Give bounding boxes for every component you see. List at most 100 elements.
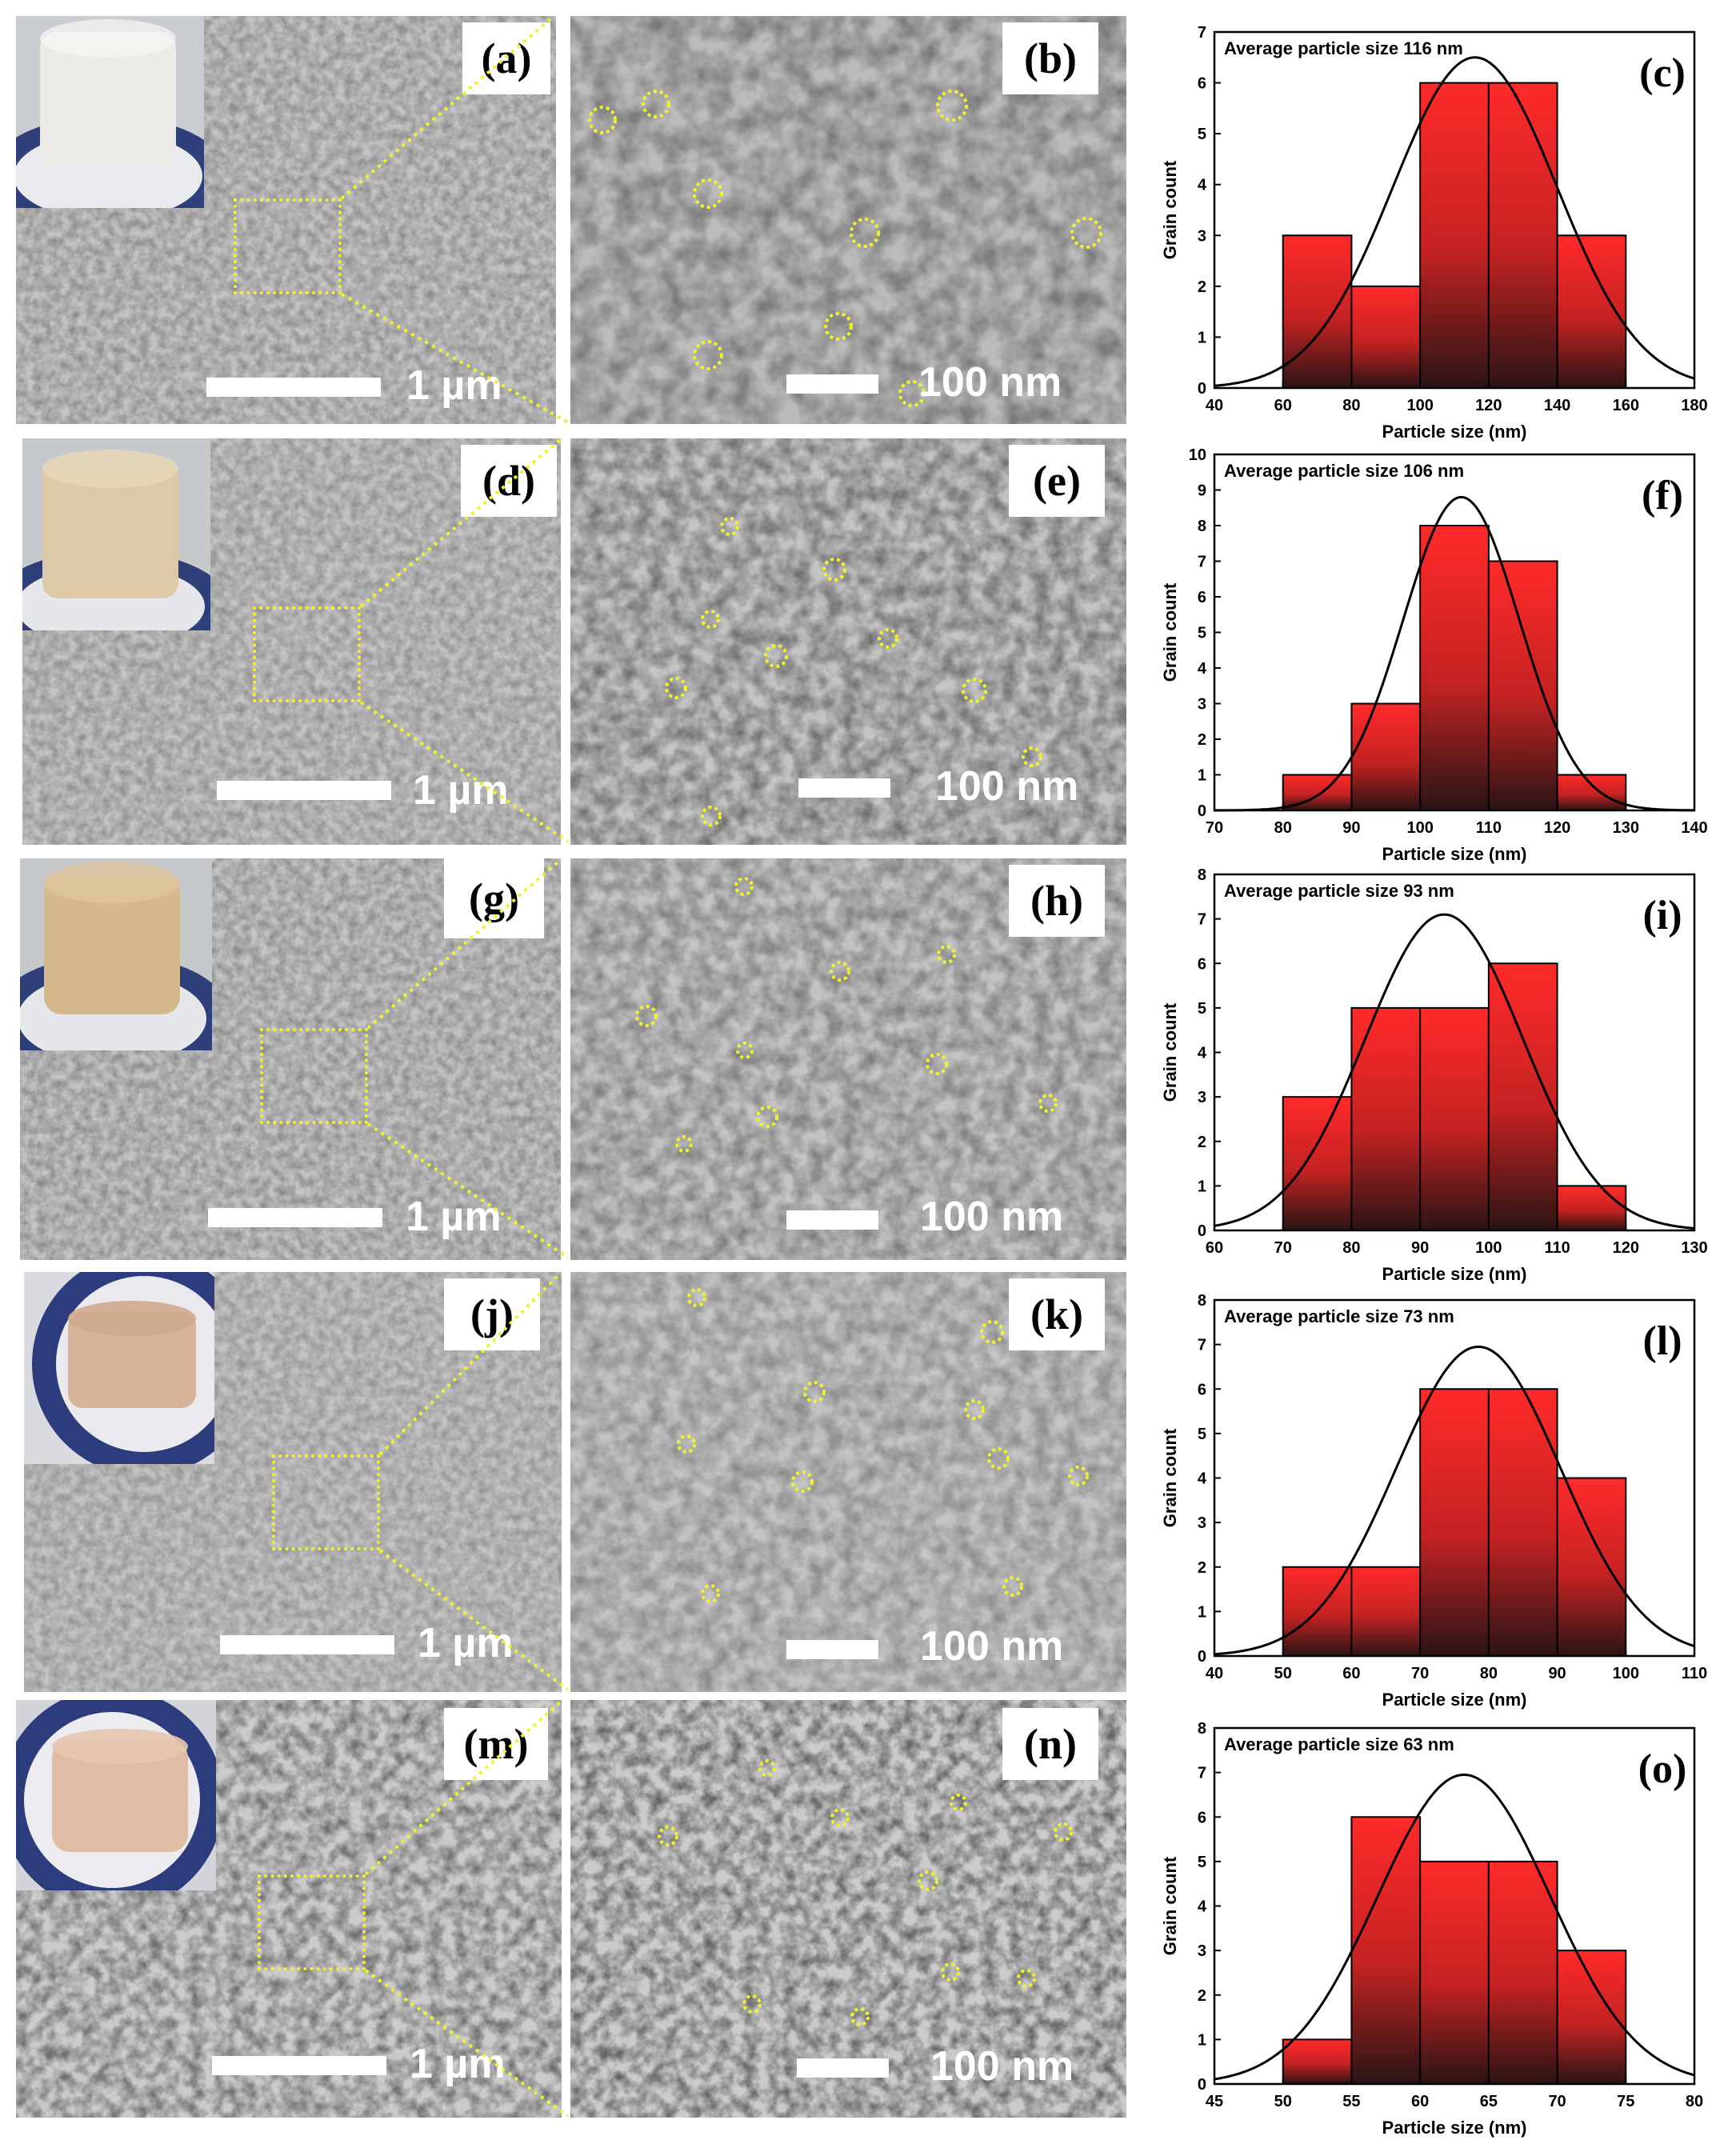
panel-label: (f)	[1642, 473, 1683, 518]
scale-bar-label: 100 nm	[918, 359, 1062, 406]
y-tick-label: 0	[1198, 1222, 1206, 1240]
x-tick-label: 55	[1342, 2093, 1360, 2110]
x-axis-label: Particle size (nm)	[1382, 1690, 1527, 1710]
scale-bar	[208, 1208, 382, 1227]
y-tick-label: 5	[1198, 1426, 1206, 1443]
x-tick-label: 70	[1411, 1665, 1429, 1682]
histogram-bar	[1350, 285, 1422, 390]
x-tick-label: 110	[1544, 1239, 1570, 1257]
x-tick-label: 120	[1475, 397, 1502, 414]
scale-bar-label: 1 µm	[406, 1194, 502, 1240]
y-tick-label: 8	[1198, 518, 1206, 535]
histogram-bar	[1282, 2038, 1353, 2085]
y-tick-label: 5	[1198, 126, 1206, 143]
x-tick-label: 50	[1274, 1665, 1292, 1682]
y-tick-label: 8	[1198, 866, 1206, 884]
histogram-bar	[1419, 82, 1490, 389]
y-tick-label: 7	[1198, 554, 1206, 571]
y-tick-label: 1	[1198, 1178, 1206, 1195]
scale-bar	[217, 781, 391, 800]
panel-label: (b)	[1002, 22, 1098, 94]
chart-svg: 70 80 90 100 110 120 130 140 0 1 2 3 4 5 6 7 8 9 10 Particl…	[1160, 446, 1708, 864]
pellet-photo-svg	[32, 1272, 214, 1464]
chart-svg: 40 60 80 100 120 140 160 180 0 1 2 3 4 5 6 7 Particle si…	[1160, 24, 1708, 442]
x-tick-label: 160	[1613, 397, 1639, 414]
scale-bar-label: 1 µm	[413, 767, 509, 814]
y-tick-label: 4	[1198, 1045, 1207, 1062]
x-tick-label: 45	[1206, 2093, 1223, 2110]
x-tick-label: 40	[1206, 1665, 1223, 1682]
sem-low-mag-m: (m) 1 µm	[16, 1700, 562, 2118]
zoom-region-box	[234, 198, 342, 294]
histogram-c: 40 60 80 100 120 140 160 180 0 1 2 3 4 5 6 7 Particle si…	[1142, 16, 1720, 448]
x-axis-label: Particle size (nm)	[1382, 844, 1527, 864]
y-tick-label: 1	[1198, 2031, 1206, 2049]
histogram-bar	[1556, 1477, 1627, 1657]
y-tick-label: 0	[1198, 802, 1206, 820]
x-tick-label: 120	[1613, 1239, 1639, 1257]
histogram-l: 40 50 60 70 80 90 100 110 0 1 2 3 4 5 6 7 8 Particle size…	[1142, 1284, 1720, 1716]
average-size-annotation: Average particle size 116 nm	[1224, 38, 1463, 58]
pellet-photo-svg	[16, 19, 204, 208]
zoom-region-box	[260, 1028, 368, 1124]
particle-markers	[665, 517, 1042, 826]
x-tick-label: 60	[1206, 1239, 1223, 1257]
scale-bar-label: 1 µm	[418, 1620, 514, 1666]
x-tick-label: 65	[1480, 2093, 1498, 2110]
histogram-bar	[1556, 1185, 1627, 1231]
x-tick-label: 130	[1681, 1239, 1707, 1257]
sem-low-mag-g: (g) 1 µm	[20, 858, 561, 1260]
y-tick-label: 9	[1198, 482, 1206, 500]
pellet-body	[68, 1312, 196, 1408]
x-tick-label: 80	[1342, 397, 1360, 414]
x-tick-label: 75	[1617, 2093, 1634, 2110]
sem-high-mag-n: (n) 100 nm	[570, 1700, 1126, 2118]
zoom-region-box	[272, 1454, 380, 1550]
sem-high-mag-e: (e) 100 nm	[570, 438, 1126, 845]
x-tick-label: 100	[1406, 819, 1433, 837]
histogram-bar	[1487, 560, 1558, 811]
particle-markers	[677, 1288, 1089, 1603]
panel-label: (d)	[461, 445, 557, 517]
scale-bar	[798, 778, 890, 798]
y-tick-label: 5	[1198, 1000, 1206, 1018]
histogram-bar	[1487, 962, 1558, 1231]
x-tick-label: 100	[1613, 1665, 1639, 1682]
scale-bar	[212, 2056, 386, 2075]
particle-markers	[588, 90, 1102, 407]
x-axis-label: Particle size (nm)	[1382, 1264, 1527, 1284]
x-tick-label: 40	[1206, 397, 1223, 414]
x-tick-label: 70	[1548, 2093, 1566, 2110]
histogram-bar	[1487, 1860, 1558, 2085]
panel-label: (l)	[1642, 1318, 1682, 1364]
x-axis-label: Particle size (nm)	[1382, 2118, 1527, 2138]
x-tick-label: 60	[1274, 397, 1292, 414]
pellet-photo	[16, 16, 204, 208]
particle-markers	[635, 877, 1058, 1153]
y-tick-label: 2	[1198, 1987, 1206, 2005]
x-tick-label: 100	[1406, 397, 1433, 414]
pellet-photo-svg	[16, 1700, 216, 1890]
histogram-bar	[1350, 1006, 1422, 1231]
histogram-bar	[1487, 1388, 1558, 1657]
histogram-bar	[1419, 525, 1490, 811]
x-tick-label: 80	[1686, 2093, 1703, 2110]
chart-svg: 40 50 60 70 80 90 100 110 0 1 2 3 4 5 6 7 8 Particle size…	[1160, 1292, 1707, 1710]
scale-bar-label: 100 nm	[935, 763, 1079, 810]
x-tick-label: 180	[1681, 397, 1707, 414]
y-tick-label: 0	[1198, 380, 1206, 398]
x-axis-label: Particle size (nm)	[1382, 422, 1527, 442]
panel-label: (j)	[444, 1278, 540, 1350]
y-tick-label: 7	[1198, 1765, 1206, 1782]
scale-bar-label: 1 µm	[410, 2041, 506, 2087]
y-tick-label: 3	[1198, 227, 1206, 245]
y-tick-label: 3	[1198, 696, 1206, 714]
y-tick-label: 1	[1198, 329, 1206, 346]
y-tick-label: 4	[1198, 177, 1207, 194]
sem-high-mag-h: (h) 100 nm	[570, 858, 1126, 1260]
scale-bar	[206, 378, 381, 397]
gaussian-fit-curve	[1214, 495, 1695, 812]
x-tick-label: 70	[1206, 819, 1223, 837]
y-tick-label: 2	[1198, 278, 1206, 296]
y-tick-label: 3	[1198, 1942, 1206, 1960]
